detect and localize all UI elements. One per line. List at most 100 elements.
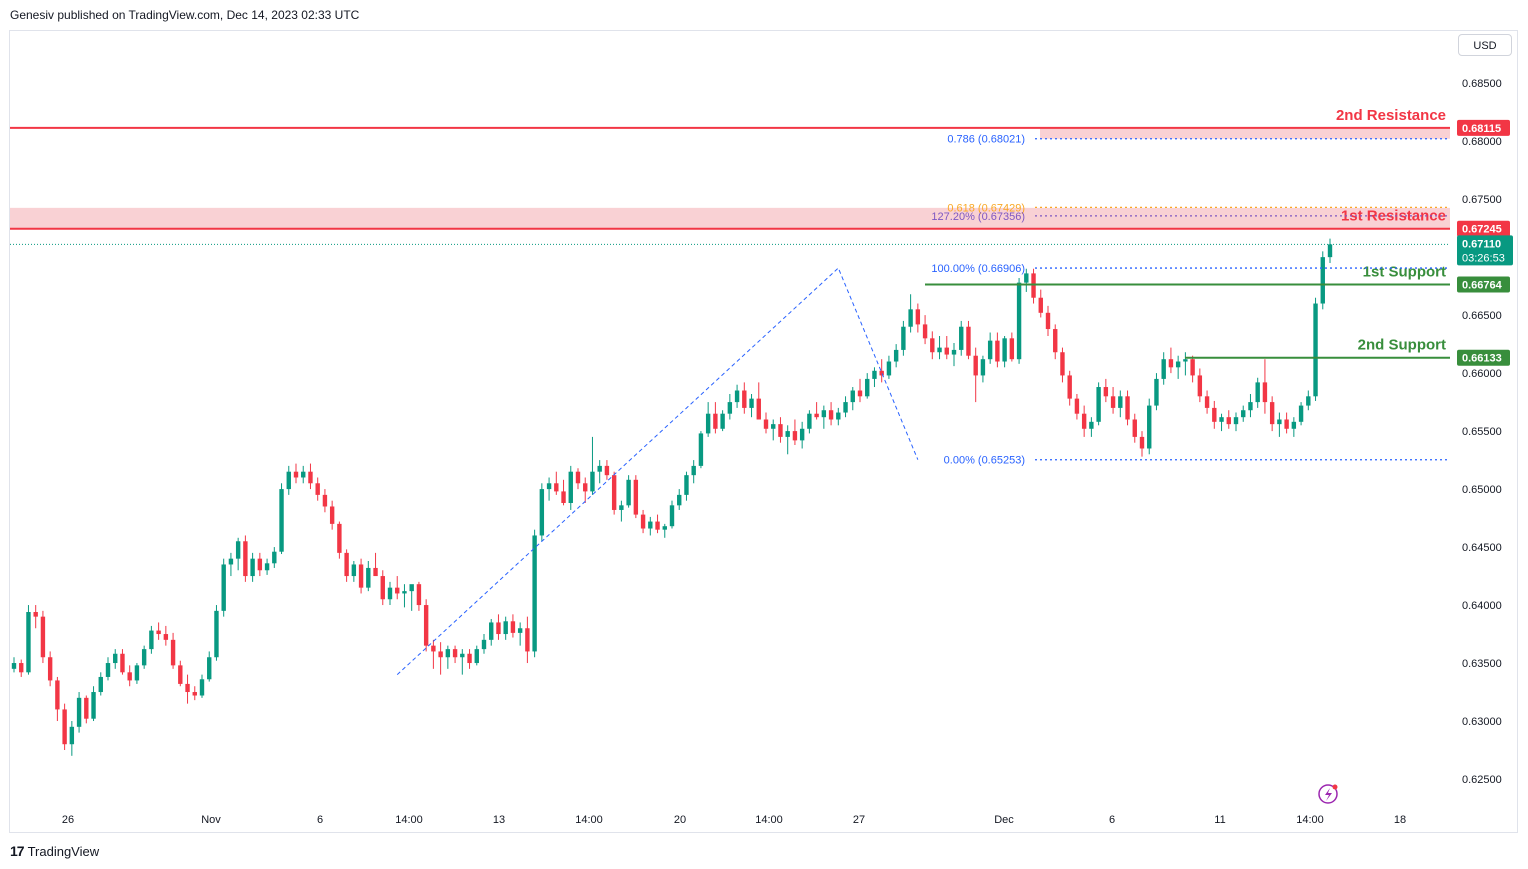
candle-body: [995, 340, 1000, 362]
candle-body: [1103, 387, 1109, 397]
candle-body: [792, 431, 798, 441]
candle-body: [655, 521, 660, 530]
candle-body: [423, 605, 429, 646]
candle-body: [127, 672, 132, 681]
candle-body: [1045, 312, 1051, 330]
candle-body: [619, 505, 624, 510]
candle-body: [1110, 396, 1116, 408]
level-price-tag: [1457, 220, 1510, 237]
y-tick-label: 0.67500: [1462, 194, 1502, 206]
candle-body: [532, 535, 537, 652]
chart-frame: [9, 30, 1518, 833]
candle-body: [1161, 359, 1166, 379]
candle-body: [460, 653, 465, 658]
candle-body: [178, 665, 183, 684]
candle-body: [966, 326, 971, 356]
candle-body: [1024, 273, 1029, 283]
candle-body: [1277, 419, 1282, 425]
candle-body: [561, 491, 566, 503]
brand-name: TradingView: [27, 843, 100, 859]
candle-body: [257, 558, 263, 571]
candle-body: [76, 697, 82, 727]
candle-body: [69, 726, 75, 745]
candle-body: [1183, 359, 1188, 362]
candle-body: [886, 361, 892, 376]
candlesticks: [11, 238, 1333, 756]
current-price-tag: [1457, 235, 1513, 266]
candle-body: [1118, 396, 1123, 408]
resistance-zone: [1040, 127, 1450, 139]
candle-body: [944, 347, 949, 355]
candle-body: [1219, 417, 1224, 422]
x-tick-label: 27: [853, 814, 865, 826]
candle-body: [1298, 405, 1304, 422]
candle-body: [1132, 419, 1137, 437]
candle-body: [474, 649, 479, 664]
x-tick-label: 14:00: [1296, 814, 1324, 826]
candle-body: [47, 657, 53, 681]
candle-body: [611, 475, 617, 510]
candle-body: [857, 390, 863, 397]
x-tick-label: 11: [1214, 814, 1225, 826]
y-tick-label: 0.65500: [1462, 426, 1502, 438]
candle-body: [951, 349, 957, 355]
currency-button[interactable]: USD: [1458, 34, 1512, 56]
candle-body: [329, 506, 335, 524]
level-label: 2nd Resistance: [1336, 107, 1446, 124]
candle-body: [228, 558, 234, 565]
candle-body: [684, 475, 689, 495]
candle-body: [156, 630, 161, 635]
candle-body: [120, 653, 125, 673]
level-price-tag-label: 0.67245: [1462, 224, 1502, 236]
tradingview-brand[interactable]: 17 TradingView: [10, 843, 99, 859]
x-tick-label: 14:00: [575, 814, 603, 826]
candle-body: [836, 412, 841, 420]
candle-body: [872, 370, 877, 379]
candle-body: [1154, 378, 1159, 406]
candle-body: [1016, 282, 1022, 360]
candle-body: [1175, 361, 1181, 368]
candle-body: [322, 494, 328, 507]
candle-body: [445, 649, 451, 658]
candle-body: [799, 428, 805, 441]
level-label: 1st Support: [1363, 264, 1446, 281]
candle-body: [19, 663, 24, 673]
candle-body: [734, 390, 740, 403]
price-axis: 0.685000.680000.675000.670000.665000.660…: [1462, 78, 1502, 786]
candle-body: [1031, 273, 1036, 298]
level-label: 2nd Support: [1358, 337, 1446, 354]
candle-body: [633, 479, 639, 515]
candle-body: [243, 541, 248, 577]
candle-body: [33, 612, 38, 617]
level-price-tag-label: 0.66764: [1462, 280, 1503, 292]
candle-body: [546, 483, 552, 490]
candle-body: [1212, 407, 1217, 422]
y-tick-label: 0.66000: [1462, 368, 1502, 380]
candle-body: [315, 483, 320, 495]
candle-body: [698, 433, 704, 466]
candle-body: [438, 651, 443, 658]
resistance-zones: [10, 127, 1450, 229]
lightning-icon[interactable]: [1318, 784, 1338, 804]
candle-body: [91, 692, 96, 719]
candle-body: [503, 621, 508, 635]
tradingview-logo-icon: 17: [10, 843, 25, 859]
candle-body: [279, 489, 284, 552]
candle-body: [481, 639, 487, 650]
candle-body: [221, 564, 226, 611]
candle-body: [742, 390, 747, 408]
candle-body: [1327, 244, 1333, 258]
candle-body: [409, 584, 414, 592]
candle-body: [207, 657, 212, 680]
level-price-tag-label: 0.66133: [1462, 353, 1502, 365]
candle-body: [301, 471, 306, 478]
x-tick-label: 6: [1109, 814, 1115, 826]
fib-label: 127.20% (0.67356): [931, 211, 1025, 223]
candle-body: [517, 628, 523, 633]
publisher-line: Genesiv published on TradingView.com, De…: [10, 8, 360, 22]
candle-body: [727, 402, 733, 414]
candle-body: [1125, 396, 1130, 420]
candle-body: [669, 505, 675, 527]
candle-body: [640, 514, 646, 529]
